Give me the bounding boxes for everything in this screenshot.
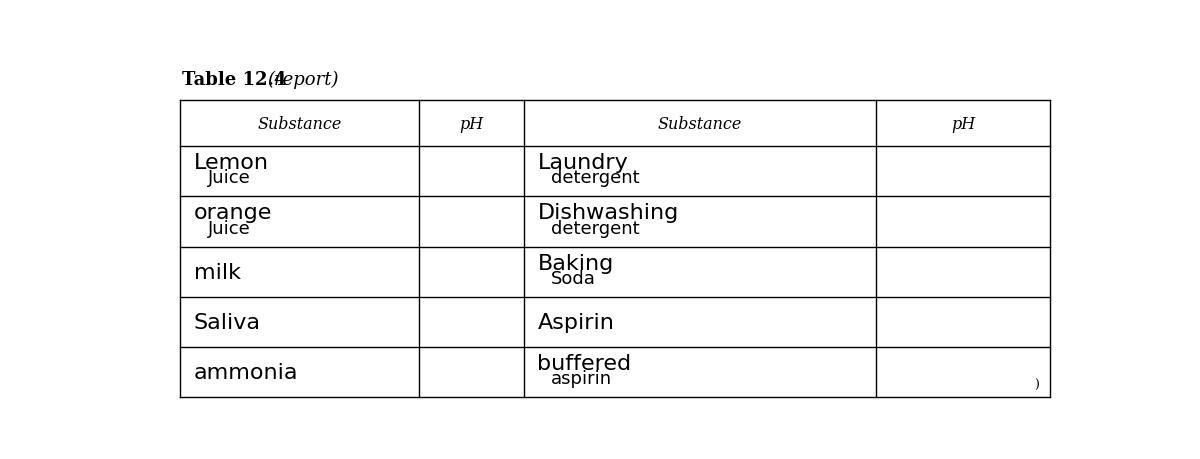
Text: Saliva: Saliva — [194, 312, 260, 332]
Text: Juice: Juice — [208, 169, 251, 187]
Text: detergent: detergent — [551, 219, 640, 237]
Text: Laundry: Laundry — [538, 153, 629, 173]
Text: Soda: Soda — [551, 269, 596, 287]
Text: Substance: Substance — [658, 116, 742, 133]
Text: aspirin: aspirin — [551, 369, 612, 387]
Text: Baking: Baking — [538, 253, 613, 273]
Text: Dishwashing: Dishwashing — [538, 203, 679, 223]
Text: ): ) — [1033, 378, 1039, 391]
Text: detergent: detergent — [551, 169, 640, 187]
Text: orange: orange — [194, 203, 272, 223]
Text: Substance: Substance — [258, 116, 342, 133]
Text: pH: pH — [950, 116, 976, 133]
Text: pH: pH — [460, 116, 484, 133]
Text: (report): (report) — [266, 70, 338, 89]
Text: Lemon: Lemon — [194, 153, 269, 173]
Text: Juice: Juice — [208, 219, 251, 237]
Text: ammonia: ammonia — [194, 362, 299, 382]
Text: milk: milk — [194, 262, 241, 282]
Text: buffered: buffered — [538, 353, 631, 373]
Text: Aspirin: Aspirin — [538, 312, 614, 332]
Text: Table 12.4: Table 12.4 — [182, 70, 287, 89]
